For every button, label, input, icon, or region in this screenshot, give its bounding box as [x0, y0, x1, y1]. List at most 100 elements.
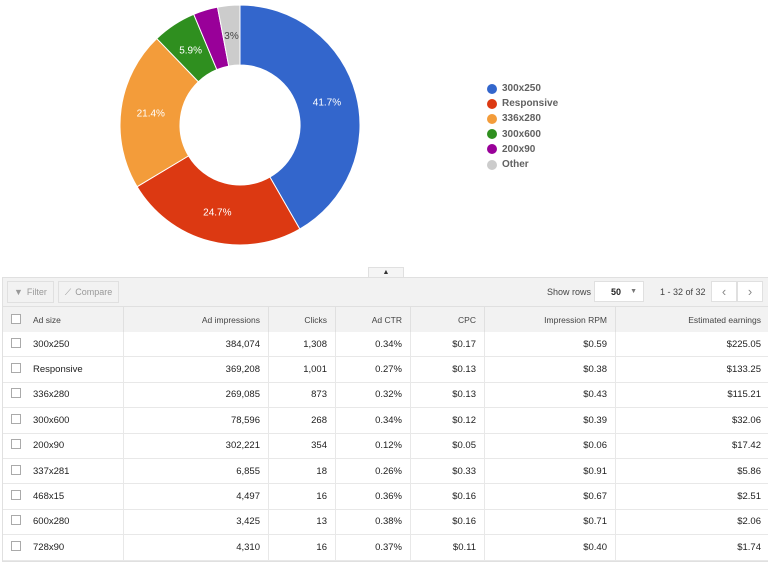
table-cell: $0.33 [411, 458, 485, 483]
checkbox-cell [3, 484, 25, 509]
table-cell: 728x90 [25, 535, 124, 560]
prev-page-button[interactable]: ‹ [711, 281, 737, 302]
table-cell: 16 [269, 484, 336, 509]
report-table-panel: ▼Filter ⟋Compare Show rows 50▼ 1 - 32 of… [2, 277, 768, 562]
table-cell: 0.34% [336, 332, 411, 357]
column-header[interactable]: Impression RPM [485, 307, 616, 333]
column-header[interactable]: Ad CTR [336, 307, 411, 333]
table-cell: 0.32% [336, 382, 411, 407]
legend-swatch [487, 129, 497, 139]
row-checkbox[interactable] [11, 541, 21, 551]
table-cell: $0.71 [485, 509, 616, 534]
legend-swatch [487, 144, 497, 154]
legend-swatch [487, 114, 497, 124]
table-cell: $225.05 [616, 332, 768, 357]
legend-item[interactable]: 200x90 [487, 142, 558, 157]
table-cell: 369,208 [124, 357, 269, 382]
row-checkbox[interactable] [11, 515, 21, 525]
filter-button[interactable]: ▼Filter [7, 281, 54, 303]
table-cell: 200x90 [25, 433, 124, 458]
compare-button[interactable]: ⟋Compare [58, 281, 119, 303]
legend-item[interactable]: 300x600 [487, 127, 558, 142]
table-cell: $0.40 [485, 535, 616, 560]
table-cell: 354 [269, 433, 336, 458]
dropdown-arrow-icon: ▼ [630, 288, 637, 295]
table-cell: 0.37% [336, 535, 411, 560]
column-header[interactable]: Clicks [269, 307, 336, 333]
table-cell: 468x15 [25, 484, 124, 509]
table-cell: $32.06 [616, 408, 768, 433]
table-cell: $5.86 [616, 458, 768, 483]
table-cell: 0.38% [336, 509, 411, 534]
legend-label: Responsive [502, 98, 558, 109]
column-header[interactable]: Ad size [25, 307, 124, 333]
table-cell: 0.26% [336, 458, 411, 483]
table-cell: $0.06 [485, 433, 616, 458]
table-cell: 268 [269, 408, 336, 433]
row-checkbox[interactable] [11, 388, 21, 398]
table-cell: $0.17 [411, 332, 485, 357]
table-cell: 78,596 [124, 408, 269, 433]
row-checkbox[interactable] [11, 439, 21, 449]
slice-label: 24.7% [203, 208, 231, 219]
table-cell: 1,001 [269, 357, 336, 382]
table-cell: 0.34% [336, 408, 411, 433]
legend-swatch [487, 99, 497, 109]
table-cell: 4,310 [124, 535, 269, 560]
legend-label: 300x600 [502, 129, 541, 140]
row-checkbox[interactable] [11, 490, 21, 500]
table-cell: $0.13 [411, 357, 485, 382]
column-header[interactable]: CPC [411, 307, 485, 333]
row-checkbox[interactable] [11, 363, 21, 373]
rows-value: 50 [611, 287, 621, 297]
table-cell: 0.36% [336, 484, 411, 509]
legend-item[interactable]: 336x280 [487, 111, 558, 126]
table-cell: 16 [269, 535, 336, 560]
next-page-button[interactable]: › [737, 281, 763, 302]
table-cell: 13 [269, 509, 336, 534]
slice-label: 5.9% [179, 45, 202, 56]
legend-item[interactable]: Other [487, 157, 558, 172]
legend-swatch [487, 160, 497, 170]
legend-label: 200x90 [502, 144, 535, 155]
checkbox-cell [3, 332, 25, 357]
table-cell: 18 [269, 458, 336, 483]
table-cell: 873 [269, 382, 336, 407]
header-checkbox-cell [3, 307, 25, 333]
row-checkbox[interactable] [11, 338, 21, 348]
table-cell: $0.67 [485, 484, 616, 509]
table-cell: 3,425 [124, 509, 269, 534]
row-checkbox[interactable] [11, 414, 21, 424]
column-header[interactable]: Ad impressions [124, 307, 269, 333]
table-cell: $0.59 [485, 332, 616, 357]
row-checkbox[interactable] [11, 465, 21, 475]
slice-label: 41.7% [313, 97, 341, 108]
table-cell: $1.74 [616, 535, 768, 560]
table-cell: 336x280 [25, 382, 124, 407]
table-cell: $0.16 [411, 484, 485, 509]
table-cell: 337x281 [25, 458, 124, 483]
show-rows-label: Show rows [547, 287, 591, 297]
table-cell: 302,221 [124, 433, 269, 458]
table-cell: $115.21 [616, 382, 768, 407]
table-cell: 0.12% [336, 433, 411, 458]
rows-per-page-select[interactable]: 50 ▼ [594, 281, 644, 302]
filter-icon: ▼ [14, 287, 23, 297]
select-all-checkbox[interactable] [11, 314, 21, 324]
column-header[interactable]: Estimated earnings [616, 307, 768, 333]
legend-item[interactable]: 300x250 [487, 81, 558, 96]
table-cell: $0.13 [411, 382, 485, 407]
table-cell: $0.43 [485, 382, 616, 407]
legend-item[interactable]: Responsive [487, 96, 558, 111]
legend-label: Other [502, 159, 529, 170]
